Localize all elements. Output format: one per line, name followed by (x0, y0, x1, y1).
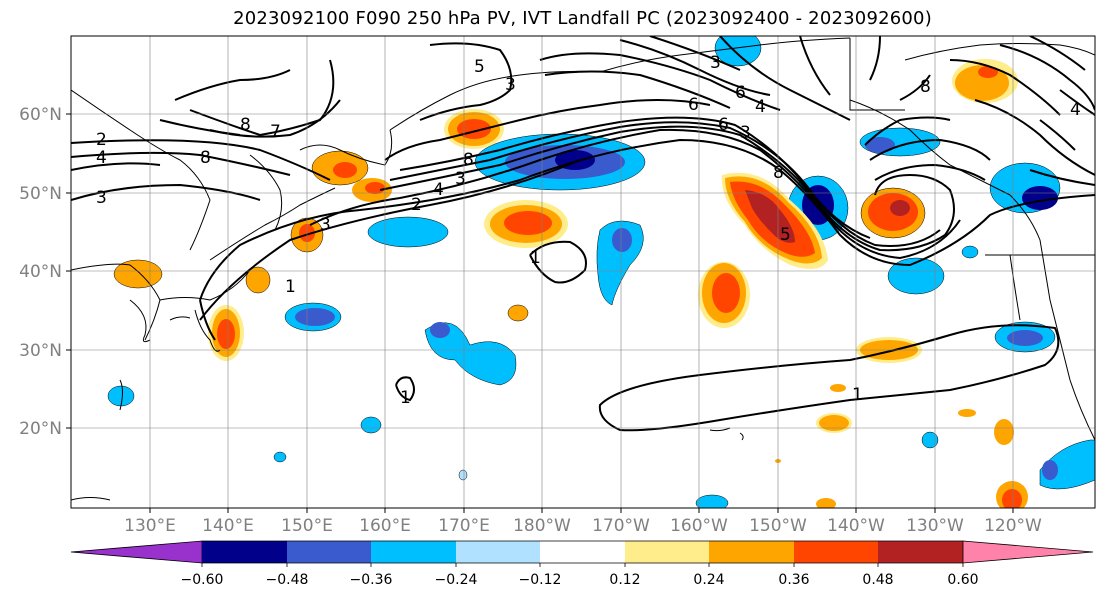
contour-label: 4 (755, 97, 766, 117)
contour-label: 1 (285, 277, 296, 297)
contour-labels: 2 4 3 8 7 5 3 6 8 3 4 3 2 8 6 1 1 1 6 8 … (96, 53, 1081, 408)
lon-label: 180°W (513, 516, 571, 536)
colorbar-segment (625, 541, 709, 563)
lon-label: 160°W (670, 516, 728, 536)
lon-label: 170°W (592, 516, 650, 536)
colorbar-tick-label: −0.12 (519, 572, 562, 588)
colorbar-segment (794, 541, 878, 563)
colorbar-tick-label: 0.24 (693, 572, 724, 588)
contour-label: 6 (688, 95, 699, 115)
contour-label: 5 (780, 225, 791, 245)
contour-label: 4 (96, 148, 107, 168)
contour-label: 6 (718, 115, 729, 135)
contour-label: 4 (1070, 100, 1081, 120)
contour-label: 7 (270, 122, 281, 142)
contour-label: 2 (96, 130, 107, 150)
colorbar-segment (456, 541, 540, 563)
colorbar-segment (540, 541, 625, 563)
lon-label: 150°E (281, 516, 333, 536)
map-title: 2023092100 F090 250 hPa PV, IVT Landfall… (233, 8, 932, 29)
lon-label: 160°E (359, 516, 411, 536)
contour-label: 3 (505, 75, 516, 95)
contour-label: 8 (200, 148, 211, 168)
colorbar-extend-max (962, 540, 1094, 564)
lat-axis: 60°N 50°N 40°N 30°N 20°N (19, 105, 71, 439)
colorbar-tick-label: −0.36 (350, 572, 393, 588)
colorbar-segment (371, 541, 456, 563)
lat-label: 40°N (19, 262, 62, 282)
lon-label: 150°W (749, 516, 807, 536)
graticule (71, 36, 1095, 508)
colorbar-segment (709, 541, 794, 563)
lon-label: 170°E (438, 516, 490, 536)
contour-label: 8 (240, 115, 251, 135)
lat-label: 50°N (19, 184, 62, 204)
lon-label: 140°W (827, 516, 885, 536)
contour-label: 1 (852, 385, 863, 405)
contour-label: 3 (455, 169, 466, 189)
lon-label: 130°W (906, 516, 964, 536)
colorbar-tick-label: −0.24 (435, 572, 478, 588)
contour-label: 5 (474, 57, 485, 77)
lat-label: 30°N (19, 341, 62, 361)
lon-label: 120°W (984, 516, 1042, 536)
contour-label: 8 (463, 150, 474, 170)
lon-label: 130°E (124, 516, 176, 536)
contour-label: 8 (773, 163, 784, 183)
colorbar-segment (287, 541, 371, 563)
colorbar-tick-label: 0.60 (947, 572, 978, 588)
contour-label: 3 (320, 215, 331, 235)
contour-label: 1 (400, 388, 411, 408)
contour-label: 3 (740, 123, 751, 143)
lat-label: 20°N (19, 419, 62, 439)
colorbar-tick-label: 0.12 (609, 572, 640, 588)
contour-label: 4 (433, 180, 444, 200)
colorbar-tick-label: −0.48 (266, 572, 309, 588)
colorbar-tick-label: −0.60 (181, 572, 224, 588)
coastlines (71, 37, 1095, 501)
colorbar: −0.60 −0.48 −0.36 −0.24 −0.12 0.12 0.24 … (70, 540, 1094, 588)
contour-label: 1 (530, 248, 541, 268)
colorbar-tick-label: 0.48 (862, 572, 893, 588)
colorbar-extend-min (70, 540, 203, 564)
lat-label: 60°N (19, 105, 62, 125)
lon-axis: 130°E 140°E 150°E 160°E 170°E 180°W 170°… (124, 508, 1042, 536)
colorbar-segment (202, 541, 287, 563)
lon-label: 140°E (202, 516, 254, 536)
contour-label: 6 (735, 83, 746, 103)
contour-label: 2 (411, 195, 422, 215)
map-frame (70, 35, 1096, 509)
contour-label: 3 (710, 53, 721, 73)
colorbar-segment (878, 541, 963, 563)
contour-label: 3 (96, 188, 107, 208)
colorbar-tick-label: 0.36 (778, 572, 809, 588)
contour-label: 8 (920, 77, 931, 97)
